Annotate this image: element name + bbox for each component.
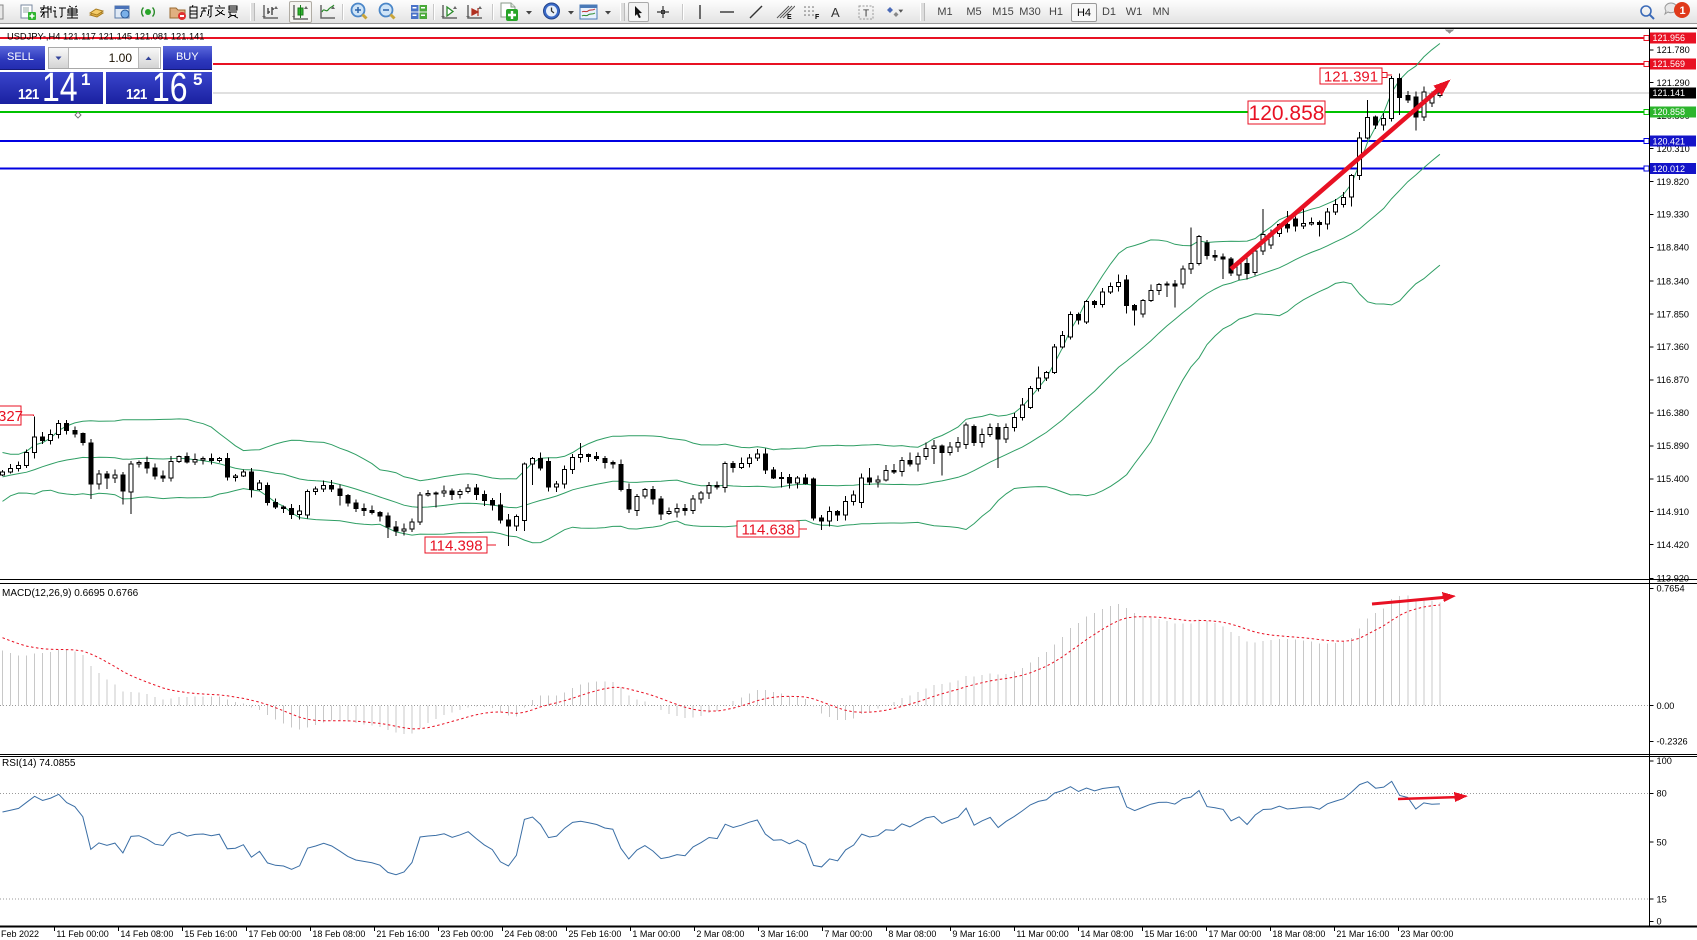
svg-text:14 Feb 08:00: 14 Feb 08:00 [120,929,173,939]
svg-text:121.141: 121.141 [1653,88,1686,98]
svg-text:116.380: 116.380 [1657,408,1690,418]
svg-text:119.330: 119.330 [1657,210,1690,220]
svg-text:RSI(14) 74.0855: RSI(14) 74.0855 [2,758,76,769]
svg-text:MACD(12,26,9) 0.6695 0.6766: MACD(12,26,9) 0.6695 0.6766 [2,588,139,599]
svg-text:T: T [863,8,869,19]
svg-text:15 Mar 16:00: 15 Mar 16:00 [1144,929,1197,939]
svg-text:115.400: 115.400 [1657,474,1690,484]
svg-text:18 Feb 08:00: 18 Feb 08:00 [312,929,365,939]
svg-text:120.858: 120.858 [1653,107,1686,117]
svg-text:11 Feb 00:00: 11 Feb 00:00 [56,929,108,939]
svg-text:17 Mar 00:00: 17 Mar 00:00 [1208,929,1261,939]
svg-text:120.310: 120.310 [1657,144,1690,154]
svg-text:117.850: 117.850 [1657,309,1690,319]
svg-text:120.012: 120.012 [1653,164,1686,174]
svg-text:117.360: 117.360 [1657,342,1690,352]
svg-text:17 Feb 00:00: 17 Feb 00:00 [248,929,301,939]
svg-text:116.870: 116.870 [1657,375,1690,385]
svg-text:50: 50 [1657,838,1667,848]
svg-text:11 Mar 00:00: 11 Mar 00:00 [1016,929,1068,939]
svg-text:24 Feb 08:00: 24 Feb 08:00 [504,929,557,939]
svg-text:121.391: 121.391 [1324,68,1378,85]
svg-text:114.910: 114.910 [1657,507,1690,517]
svg-text:121.780: 121.780 [1657,45,1690,55]
svg-text:15 Feb 16:00: 15 Feb 16:00 [184,929,237,939]
svg-text:USDJPY-,H4 121.117 121.145 12: USDJPY-,H4 121.117 121.145 121.081 121.1… [7,32,204,42]
svg-text:118.840: 118.840 [1657,243,1690,253]
svg-text:1: 1 [1680,5,1686,17]
svg-text:80: 80 [1657,789,1667,799]
svg-text:21 Feb 16:00: 21 Feb 16:00 [376,929,429,939]
svg-text:121.956: 121.956 [1653,33,1686,43]
svg-text:115.890: 115.890 [1657,441,1690,451]
svg-text:7 Mar 00:00: 7 Mar 00:00 [824,929,872,939]
svg-text:121.569: 121.569 [1653,59,1686,69]
svg-text:F: F [815,14,820,21]
svg-text:114.638: 114.638 [741,521,794,538]
svg-text:23 Feb 00:00: 23 Feb 00:00 [440,929,493,939]
svg-text:118.340: 118.340 [1657,276,1690,286]
svg-text:Feb 2022: Feb 2022 [1,929,39,939]
svg-text:0.00: 0.00 [1657,701,1675,711]
svg-text:23 Mar 00:00: 23 Mar 00:00 [1400,929,1453,939]
svg-text:114.398: 114.398 [429,537,482,554]
svg-text:0.7654: 0.7654 [1657,584,1685,594]
svg-text:120.421: 120.421 [1653,136,1686,146]
svg-text:E: E [787,14,792,21]
svg-text:119.820: 119.820 [1657,177,1690,187]
svg-text:113.920: 113.920 [1657,574,1690,584]
svg-text:18 Mar 08:00: 18 Mar 08:00 [1272,929,1325,939]
svg-text:327: 327 [0,408,23,425]
svg-text:121.290: 121.290 [1657,78,1690,88]
svg-text:21 Mar 16:00: 21 Mar 16:00 [1336,929,1389,939]
svg-text:8 Mar 08:00: 8 Mar 08:00 [888,929,936,939]
svg-text:2 Mar 08:00: 2 Mar 08:00 [696,929,744,939]
svg-text:15: 15 [1657,894,1667,904]
svg-text:114.420: 114.420 [1657,540,1690,550]
svg-text:14 Mar 08:00: 14 Mar 08:00 [1080,929,1133,939]
svg-text:0: 0 [1657,917,1662,927]
svg-text:3 Mar 16:00: 3 Mar 16:00 [760,929,808,939]
svg-text:25 Feb 16:00: 25 Feb 16:00 [568,929,621,939]
svg-text:1 Mar 00:00: 1 Mar 00:00 [632,929,680,939]
svg-text:100: 100 [1657,756,1672,766]
svg-text:-0.2326: -0.2326 [1657,737,1688,747]
svg-text:120.858: 120.858 [1249,102,1325,125]
svg-text:9 Mar 16:00: 9 Mar 16:00 [952,929,1000,939]
